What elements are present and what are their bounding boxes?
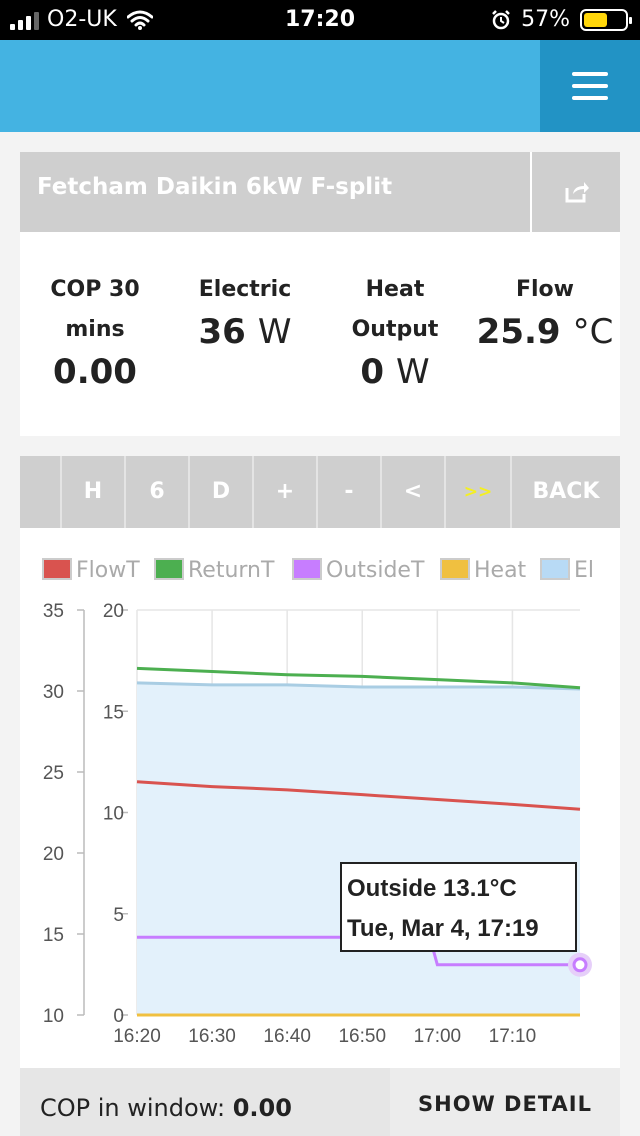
bottom-bar: COP in window: 0.00 SHOW DETAIL [20,1068,620,1136]
series-returnt-line [136,666,581,690]
legend-label: OutsideT [326,558,425,583]
x-axis-tick-label: 17:10 [489,1026,537,1047]
control-spacer [20,456,60,528]
left-axis-tick-label: 30 [43,682,64,703]
left-axis-tick-label: 15 [43,925,64,946]
control-back-step-button[interactable]: < [380,456,444,528]
series-el-line [136,681,581,691]
chart-tooltip: Outside 13.1°C Tue, Mar 4, 17:19 [340,862,577,952]
x-axis-tick-label: 16:30 [188,1026,236,1047]
left-axis-tick-label: 25 [43,763,64,784]
left-axis-tick-label: 20 [43,844,64,865]
stat-cop: COP 30 mins 0.00 [20,270,170,392]
cop-window-value: 0.00 [232,1094,292,1122]
alarm-icon [492,9,510,29]
wifi-icon [126,10,153,30]
x-axis-tick-label: 16:20 [113,1026,161,1047]
control-back-button[interactable]: BACK [510,456,620,528]
status-bar: O2-UK 17:20 57% [0,0,640,40]
show-detail-button[interactable]: SHOW DETAIL [390,1068,620,1136]
battery-percent: 57% [521,7,570,32]
stat-label: COP 30 [50,277,140,302]
legend-item-heat[interactable]: Heat [440,558,526,583]
control-zoom-in-button[interactable]: + [252,456,316,528]
stat-value: 25.9 [476,312,561,352]
stat-unit: °C [572,312,614,352]
control-zoom-out-button[interactable]: - [316,456,380,528]
x-axis-tick-label: 16:40 [263,1026,311,1047]
stat-label: Output [351,317,439,342]
open-system-button[interactable] [532,152,620,232]
right-axis-tick-label: 15 [103,702,124,723]
chart-controls: H 6 D + - < >> BACK [20,456,620,528]
signal-icon [10,10,39,30]
tooltip-box [340,862,577,952]
stat-label: mins [65,317,125,342]
cop-window-label: COP in window: [40,1094,226,1122]
left-axis-tick-label: 35 [43,601,64,622]
right-axis-tick-label: 5 [113,905,124,926]
legend-label: ReturnT [188,558,275,583]
legend-label: FlowT [76,558,140,583]
carrier-name: O2-UK [47,7,117,32]
stat-label: Flow [515,277,574,302]
battery-icon [580,8,632,31]
legend-item-flowt[interactable]: FlowT [42,558,140,583]
control-day-button[interactable]: D [188,456,252,528]
control-forward-button[interactable]: >> [444,456,510,528]
series-flowt-line [136,780,581,811]
cop-window-summary: COP in window: 0.00 [20,1068,390,1136]
control-6h-button[interactable]: 6 [124,456,188,528]
control-hour-button[interactable]: H [60,456,124,528]
stat-value: 0 [360,352,385,392]
stat-unit: W [396,352,430,392]
stat-value: 0.00 [53,352,137,392]
external-link-icon [565,182,589,203]
clock: 17:20 [284,7,356,32]
left-axis-tick-label: 10 [43,1006,64,1027]
legend-swatch [292,558,322,580]
tooltip-line-2: Tue, Mar 4, 17:19 [347,915,539,942]
stat-unit: W [257,312,292,352]
legend-item-returnt[interactable]: ReturnT [154,558,274,583]
legend-item-el[interactable]: El [540,558,594,583]
hamburger-menu-icon[interactable] [540,40,640,132]
stat-label: Electric [198,277,292,302]
legend-swatch [154,558,184,580]
hover-marker [572,957,588,973]
x-axis-tick-label: 17:00 [414,1026,462,1047]
stat-electric: Electric 36 W [170,270,320,352]
system-title: Fetcham Daikin 6kW F-split [37,174,393,200]
x-axis-tick-label: 16:50 [338,1026,386,1047]
right-axis-tick-label: 10 [103,804,124,825]
stat-flow: Flow 25.9 °C [470,270,620,352]
legend-swatch [440,558,470,580]
chart-card: H 6 D + - < >> BACK FlowT ReturnT Outsid… [20,456,620,1068]
legend-swatch [540,558,570,580]
battery-level-fill [584,12,607,27]
tooltip-line-1: Outside 13.1°C [347,875,517,902]
legend-swatch [42,558,72,580]
stat-label: Heat [365,277,425,302]
right-axis-tick-label: 20 [103,601,124,622]
app-header [0,40,640,132]
right-axis-tick-label: 0 [113,1006,124,1027]
system-summary-card: Fetcham Daikin 6kW F-split COP 30 mins 0… [20,152,620,436]
legend-label: El [574,558,595,583]
stat-value: 36 [198,312,246,352]
legend-item-outsidet[interactable]: OutsideT [292,558,424,583]
legend-label: Heat [474,558,527,583]
history-chart[interactable]: 10 15 20 25 30 35 0 5 10 15 20 16:20 16:30 16:40 16:50… [20,590,620,1050]
system-title-bar: Fetcham Daikin 6kW F-split [20,152,530,232]
